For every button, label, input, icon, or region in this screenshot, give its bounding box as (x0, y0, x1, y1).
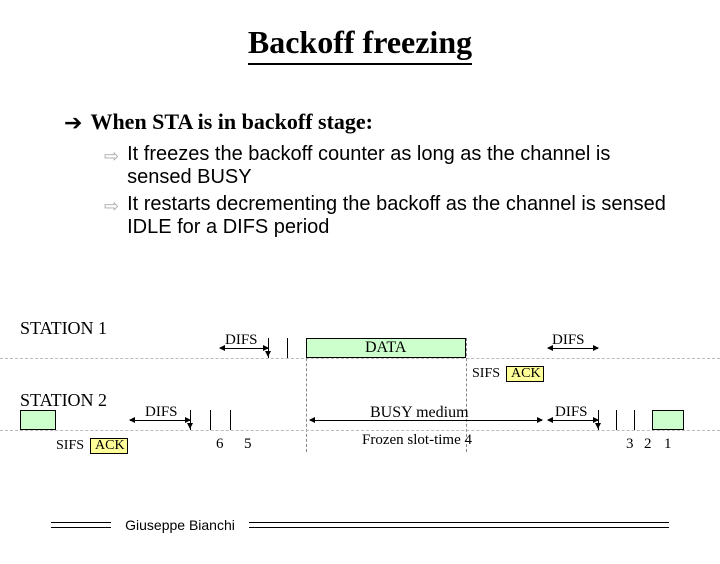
s2-sifs-label: SIFS (56, 438, 84, 454)
footer: Giuseppe Bianchi (0, 516, 720, 534)
footer-rule-left (51, 522, 111, 528)
busy-label: BUSY medium (370, 404, 469, 422)
title-text: Backoff freezing (248, 24, 472, 65)
station2-label: STATION 2 (20, 390, 107, 411)
slot-5: 5 (244, 436, 252, 453)
bullet-sub2: ⇨ It restarts decrementing the backoff a… (104, 193, 668, 239)
bullet-block: ➔ When STA is in backoff stage: ⇨ It fre… (64, 109, 668, 239)
arrow-right-icon: ➔ (64, 109, 82, 137)
page-title: Backoff freezing (0, 24, 720, 65)
s2-ack-block: ACK (90, 438, 128, 454)
s1-ack-block: ACK (506, 366, 544, 382)
footer-author: Giuseppe Bianchi (125, 517, 235, 533)
bullet-main: ➔ When STA is in backoff stage: (64, 109, 668, 137)
station1-label: STATION 1 (20, 318, 107, 339)
s2-tx2-block (652, 410, 684, 430)
s2-tx-block (20, 410, 56, 430)
bullet-main-text: When STA is in backoff stage: (90, 109, 373, 135)
timing-diagram: STATION 1 DIFS DATA DIFS SIFS ACK STATIO… (0, 310, 720, 510)
bullet-sub1: ⇨ It freezes the backoff counter as long… (104, 143, 668, 189)
s2-difs2-label: DIFS (555, 404, 588, 421)
s1-difs2-label: DIFS (552, 332, 585, 349)
slot-2: 2 (644, 436, 652, 453)
s1-difs-label: DIFS (225, 332, 258, 349)
s1-ack-label: ACK (511, 366, 541, 382)
slot-1: 1 (664, 436, 672, 453)
bullet-sub1-text: It freezes the backoff counter as long a… (127, 143, 668, 189)
slot-6: 6 (216, 436, 224, 453)
s1-slot-ticks (268, 338, 306, 358)
frozen-label: Frozen slot-time 4 (362, 432, 472, 449)
footer-rule-right (249, 522, 669, 528)
s1-sifs-label: SIFS (472, 366, 500, 382)
arrow-hollow-icon: ⇨ (104, 143, 119, 169)
arrow-hollow-icon: ⇨ (104, 193, 119, 219)
bullet-sub2-text: It restarts decrementing the backoff as … (127, 193, 668, 239)
s1-data-label: DATA (365, 339, 406, 357)
s2-ack-label: ACK (95, 438, 125, 454)
station2-baseline (0, 430, 720, 431)
station1-baseline (0, 358, 720, 359)
s2-difs-label: DIFS (145, 404, 178, 421)
s1-data-block: DATA (306, 338, 466, 358)
slot-3: 3 (626, 436, 634, 453)
